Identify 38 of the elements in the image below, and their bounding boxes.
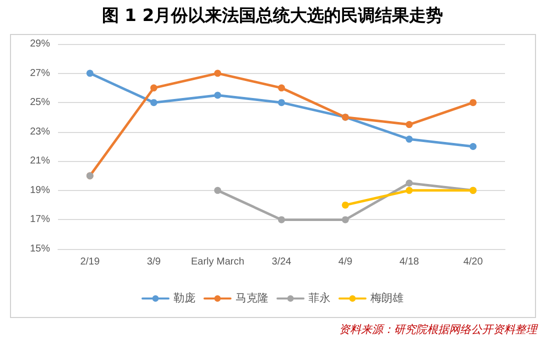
x-tick-label: 4/18 xyxy=(399,256,420,268)
chart-title: 图 1 2月份以来法国总统大选的民调结果走势 xyxy=(100,5,444,27)
point xyxy=(214,186,222,194)
point xyxy=(470,143,477,150)
y-tick-label: 19% xyxy=(30,184,50,196)
x-tick-label: 3/24 xyxy=(272,256,292,268)
point xyxy=(278,216,285,224)
point xyxy=(214,70,222,77)
text: 资料来源：研究院根据网络公开资料整理 xyxy=(339,322,537,337)
x-tick-label: Early March xyxy=(190,256,244,268)
point xyxy=(86,70,94,77)
point xyxy=(406,180,413,187)
y-tick-label: 27% xyxy=(30,68,50,79)
point xyxy=(470,99,477,106)
point xyxy=(342,202,349,209)
legend-label: 梅朗雄 xyxy=(370,292,404,304)
point xyxy=(342,216,349,224)
legend-label: 勒庞 xyxy=(174,292,196,304)
point xyxy=(278,84,285,92)
x-tick-label: 2/19 xyxy=(80,256,100,268)
point xyxy=(406,121,413,128)
x-tick-label: 4/20 xyxy=(463,256,484,268)
y-tick-label: 23% xyxy=(30,126,50,138)
legend-label: 菲永 xyxy=(308,292,330,304)
point xyxy=(214,92,222,99)
x-tick-label: 3/9 xyxy=(146,256,162,268)
legend-label: 马克隆 xyxy=(236,292,268,304)
y-tick-label: 29% xyxy=(30,38,50,50)
y-tick-label: 21% xyxy=(30,156,50,167)
y-tick-label: 25% xyxy=(30,97,50,108)
point xyxy=(150,84,158,92)
point xyxy=(278,99,285,106)
x-tick-label: 4/9 xyxy=(338,256,353,268)
point xyxy=(150,99,158,106)
point xyxy=(406,136,413,143)
point xyxy=(406,186,413,194)
y-tick-label: 15% xyxy=(30,244,50,254)
y-tick-label: 17% xyxy=(30,214,50,226)
